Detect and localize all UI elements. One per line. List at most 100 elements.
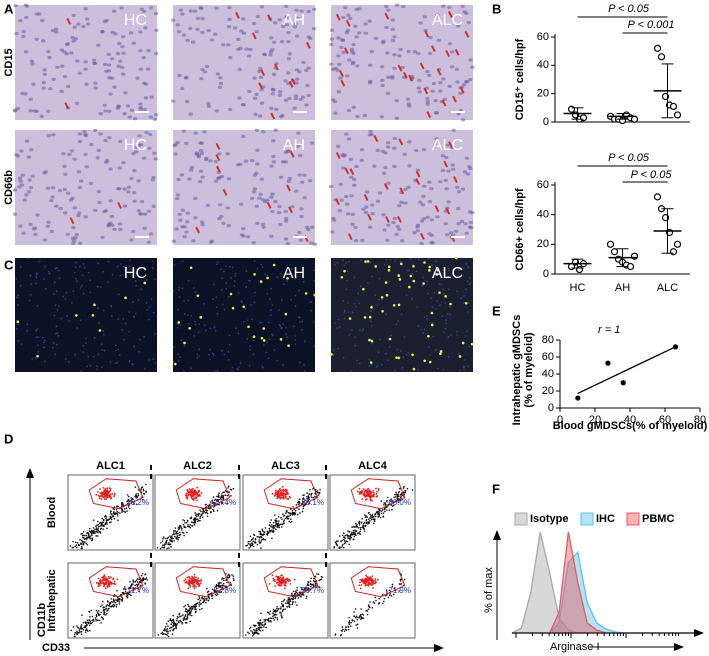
event xyxy=(281,616,283,619)
nucleus xyxy=(100,343,103,346)
event xyxy=(283,514,286,517)
event xyxy=(116,510,119,513)
event xyxy=(83,538,86,541)
nucleus xyxy=(117,187,122,191)
nucleus xyxy=(70,236,76,240)
event xyxy=(268,524,271,526)
gated-event xyxy=(195,576,197,579)
event xyxy=(232,577,235,580)
event xyxy=(133,503,135,505)
nucleus xyxy=(422,184,427,188)
event xyxy=(313,580,316,583)
nucleus xyxy=(421,285,424,287)
stain xyxy=(117,202,122,209)
nucleus xyxy=(24,139,30,143)
nucleus xyxy=(460,257,463,259)
nucleus xyxy=(283,237,289,241)
signal xyxy=(384,281,388,284)
nucleus xyxy=(127,115,132,119)
signal xyxy=(348,317,352,320)
event xyxy=(121,511,123,513)
event xyxy=(110,605,113,608)
event xyxy=(211,502,214,505)
nucleus xyxy=(230,276,232,279)
nucleus xyxy=(306,9,311,14)
nucleus xyxy=(71,39,76,43)
gate-percent: 29.7% xyxy=(301,586,324,595)
nucleus xyxy=(110,30,115,34)
gated-event xyxy=(111,493,114,495)
event xyxy=(220,495,223,497)
nucleus xyxy=(83,67,88,71)
event xyxy=(280,612,283,614)
event xyxy=(288,602,291,604)
nucleus xyxy=(349,50,355,54)
nucleus xyxy=(421,217,427,221)
gated-event xyxy=(279,497,282,500)
nucleus xyxy=(359,328,362,331)
stain xyxy=(343,47,349,55)
stain xyxy=(443,160,449,168)
event xyxy=(369,513,371,516)
nucleus xyxy=(419,242,424,246)
event xyxy=(162,633,165,635)
nucleus xyxy=(261,266,264,269)
event xyxy=(136,581,139,583)
nucleus xyxy=(269,164,274,168)
event xyxy=(98,522,101,525)
nucleus xyxy=(142,226,147,230)
flow-plot: 27.4% xyxy=(154,474,241,551)
nucleus xyxy=(64,42,70,47)
event xyxy=(347,530,349,532)
gated-event xyxy=(102,486,105,489)
nucleus xyxy=(406,102,411,106)
event xyxy=(227,575,229,577)
nucleus xyxy=(458,269,461,272)
nucleus xyxy=(195,27,200,31)
nucleus xyxy=(220,268,223,271)
event xyxy=(354,608,357,610)
event xyxy=(403,578,406,581)
nucleus xyxy=(98,321,101,324)
nucleus xyxy=(60,317,63,320)
stain xyxy=(445,50,451,58)
event xyxy=(253,625,256,628)
point xyxy=(620,380,626,386)
nucleus xyxy=(382,228,387,232)
nucleus xyxy=(343,309,346,312)
event xyxy=(312,577,315,580)
signal xyxy=(368,315,372,319)
nucleus xyxy=(70,302,73,304)
event xyxy=(164,542,166,545)
gated-event xyxy=(271,574,274,577)
nucleus xyxy=(198,348,201,351)
event xyxy=(382,600,385,603)
event xyxy=(280,516,282,519)
nucleus xyxy=(294,77,300,81)
nucleus xyxy=(175,23,180,27)
nucleus xyxy=(36,344,39,347)
stain xyxy=(415,178,421,185)
nucleus xyxy=(146,240,152,244)
event xyxy=(121,596,123,598)
nucleus xyxy=(290,205,295,209)
nucleus xyxy=(225,265,227,268)
signal xyxy=(183,341,186,345)
event xyxy=(272,525,275,527)
nucleus xyxy=(431,81,437,86)
nucleus xyxy=(29,274,32,277)
gate xyxy=(263,566,319,598)
event xyxy=(105,516,108,518)
fluorescence-image: AH xyxy=(172,257,317,373)
event xyxy=(89,537,92,540)
nucleus xyxy=(454,67,459,71)
nucleus xyxy=(386,223,391,227)
nucleus xyxy=(110,223,115,227)
nucleus xyxy=(152,117,158,121)
nucleus xyxy=(42,68,47,72)
nucleus xyxy=(177,353,179,356)
nucleus xyxy=(194,152,199,156)
event xyxy=(341,626,344,628)
nucleus xyxy=(416,86,422,90)
nucleus xyxy=(57,269,60,272)
